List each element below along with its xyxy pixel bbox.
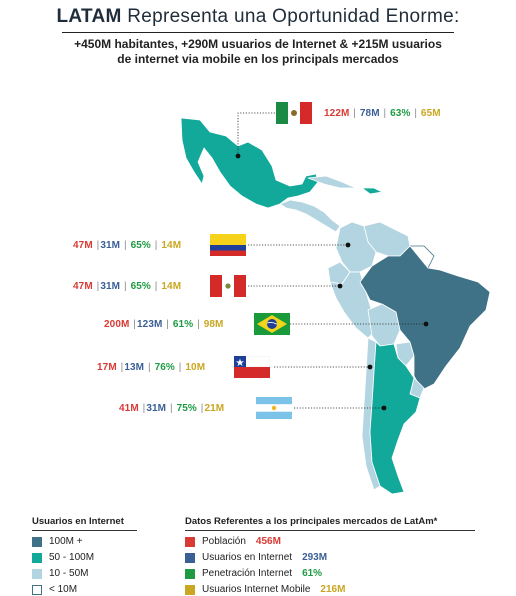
mexico-leader bbox=[237, 112, 275, 156]
legend-penetracion: Penetración Internet 61% bbox=[185, 568, 322, 579]
colombia-marker bbox=[345, 242, 351, 248]
legend-users-rule bbox=[32, 530, 137, 531]
chile-usuarios: 13M bbox=[124, 362, 145, 373]
mexico-flag-icon bbox=[276, 102, 312, 124]
legend-users-title: Usuarios en Internet bbox=[32, 516, 124, 527]
argentina-flag-icon bbox=[256, 397, 292, 419]
colombia-poblacion: 47M bbox=[73, 240, 93, 251]
mexico-region bbox=[180, 117, 319, 209]
legend-mobile: Usuarios Internet Mobile 216M bbox=[185, 584, 345, 595]
title-text: Representa una Oportunidad Enorme: bbox=[121, 6, 460, 27]
peru-stats: 47M |31M | 65% | 14M bbox=[73, 281, 182, 292]
peru-marker bbox=[337, 283, 343, 289]
chile-mobile: 10M bbox=[185, 362, 206, 373]
brazil-penetracion: 61% bbox=[172, 319, 194, 330]
legend-tier-10-50m-label: 10 - 50M bbox=[49, 568, 89, 579]
mexico-mobile: 65M bbox=[420, 108, 441, 119]
colombia-flag-icon bbox=[210, 234, 246, 256]
legend-tier-lt-10m: < 10M bbox=[32, 584, 77, 595]
legend-swatch-usuarios bbox=[185, 552, 195, 563]
brazil-region bbox=[359, 245, 491, 391]
peru-usuarios: 31M bbox=[100, 281, 121, 292]
peru-mobile: 14M bbox=[161, 281, 182, 292]
chile-flag-icon bbox=[234, 356, 270, 378]
caribbean-region bbox=[307, 175, 357, 189]
chile-marker bbox=[367, 364, 373, 370]
subtitle-line-2: de internet via mobile en los principals… bbox=[117, 52, 399, 66]
legend-tier-10-50m: 10 - 50M bbox=[32, 568, 88, 579]
legend-poblacion-label: Población bbox=[202, 536, 246, 547]
chile-penetracion: 76% bbox=[154, 362, 175, 373]
peru-poblacion: 47M bbox=[73, 281, 93, 292]
legend-swatch-100m-plus bbox=[32, 536, 42, 547]
legend-poblacion-value: 456M bbox=[255, 536, 281, 547]
peru-penetracion: 65% bbox=[130, 281, 151, 292]
legend-usuarios-label: Usuarios en Internet bbox=[202, 552, 293, 563]
legend-mobile-value: 216M bbox=[320, 584, 346, 595]
legend-tier-100m-plus: 100M + bbox=[32, 536, 83, 547]
legend-poblacion: Población 456M bbox=[185, 536, 281, 547]
peru-flag-icon bbox=[210, 275, 246, 297]
hispaniola-region bbox=[361, 187, 383, 195]
legend-tier-100m-plus-label: 100M + bbox=[49, 536, 83, 547]
legend-penetracion-value: 61% bbox=[302, 568, 323, 579]
brazil-usuarios: 123M bbox=[137, 319, 163, 330]
legend-usuarios: Usuarios en Internet 293M bbox=[185, 552, 327, 563]
brazil-poblacion: 200M bbox=[104, 319, 130, 330]
chile-poblacion: 17M bbox=[97, 362, 117, 373]
mexico-marker bbox=[235, 153, 241, 159]
title-brand: LATAM bbox=[56, 6, 122, 27]
brazil-stats: 200M |123M | 61% | 98M bbox=[104, 319, 224, 330]
argentina-poblacion: 41M bbox=[119, 403, 139, 414]
subtitle-line-1: +450M habitantes, +290M usuarios de Inte… bbox=[74, 37, 442, 51]
colombia-penetracion: 65% bbox=[130, 240, 151, 251]
chile-stats: 17M |13M | 76% | 10M bbox=[97, 362, 206, 373]
mexico-poblacion: 122M bbox=[324, 108, 350, 119]
legend-penetracion-label: Penetración Internet bbox=[202, 568, 293, 579]
argentina-marker bbox=[381, 405, 387, 411]
colombia-stats: 47M |31M | 65% | 14M bbox=[73, 240, 182, 251]
mexico-stats: 122M | 78M | 63% | 65M bbox=[324, 108, 441, 119]
central-america-region bbox=[279, 199, 341, 233]
brazil-mobile: 98M bbox=[203, 319, 224, 330]
colombia-usuarios: 31M bbox=[100, 240, 121, 251]
argentina-region bbox=[369, 341, 421, 495]
legend-data-rule bbox=[185, 530, 475, 531]
legend-swatch-10-50m bbox=[32, 568, 42, 579]
page-title: LATAM Representa una Oportunidad Enorme: bbox=[0, 6, 516, 28]
title-underline bbox=[62, 32, 454, 33]
argentina-mobile: 21M bbox=[204, 403, 225, 414]
subtitle: +450M habitantes, +290M usuarios de Inte… bbox=[40, 37, 476, 67]
legend-tier-50-100m: 50 - 100M bbox=[32, 552, 94, 563]
legend-usuarios-value: 293M bbox=[302, 552, 328, 563]
mexico-usuarios: 78M bbox=[359, 108, 380, 119]
mexico-penetracion: 63% bbox=[390, 108, 411, 119]
legend-tier-50-100m-label: 50 - 100M bbox=[49, 552, 95, 563]
brazil-flag-icon bbox=[254, 313, 290, 335]
legend-tier-lt-10m-label: < 10M bbox=[49, 584, 78, 595]
legend-data-title: Datos Referentes a los principales merca… bbox=[185, 516, 438, 527]
legend-swatch-poblacion bbox=[185, 536, 195, 547]
legend-mobile-label: Usuarios Internet Mobile bbox=[202, 584, 311, 595]
argentina-penetracion: 75% bbox=[176, 403, 197, 414]
argentina-stats: 41M |31M | 75% |21M bbox=[119, 403, 225, 414]
legend-swatch-mobile bbox=[185, 584, 195, 595]
legend-swatch-lt-10m bbox=[32, 584, 42, 595]
colombia-mobile: 14M bbox=[161, 240, 182, 251]
brazil-marker bbox=[423, 321, 429, 327]
argentina-usuarios: 31M bbox=[146, 403, 167, 414]
legend-swatch-penetracion bbox=[185, 568, 195, 579]
legend-swatch-50-100m bbox=[32, 552, 42, 563]
